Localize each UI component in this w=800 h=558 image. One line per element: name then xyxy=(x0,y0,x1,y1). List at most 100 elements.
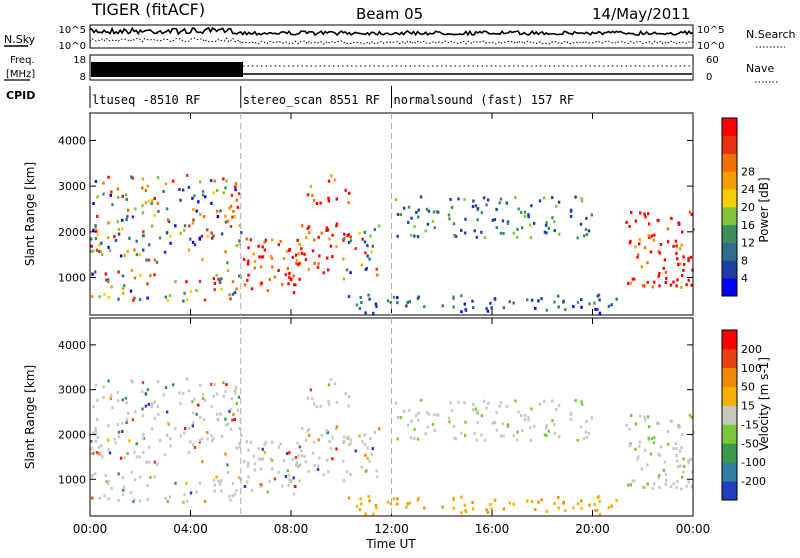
power-cell xyxy=(153,258,156,262)
velocity-cell xyxy=(463,401,466,405)
colorbar-swatch xyxy=(722,278,737,297)
x-tick-label: 04:00 xyxy=(173,522,208,536)
power-cell xyxy=(294,253,298,257)
velocity-cell xyxy=(191,424,194,428)
velocity-cell xyxy=(675,454,678,458)
power-cell xyxy=(246,278,249,282)
power-cell xyxy=(375,267,378,271)
velocity-cell xyxy=(168,495,172,499)
power-cell xyxy=(491,218,494,222)
velocity-cell xyxy=(179,402,182,405)
velocity-cell xyxy=(347,443,351,447)
velocity-cell xyxy=(364,512,367,516)
power-cell xyxy=(306,193,310,197)
power-cell xyxy=(216,189,219,192)
velocity-cell xyxy=(347,435,350,439)
power-colorbar-tick: 4 xyxy=(741,272,748,285)
power-cell xyxy=(587,229,591,233)
power-cell xyxy=(151,199,154,203)
velocity-cell xyxy=(182,500,185,504)
velocity-cell xyxy=(296,465,300,469)
velocity-cell xyxy=(514,399,517,403)
power-cell xyxy=(540,297,543,301)
power-cell xyxy=(672,244,675,248)
power-cell xyxy=(186,173,189,177)
velocity-cell xyxy=(480,414,483,418)
power-cell xyxy=(648,235,651,239)
power-cell xyxy=(129,289,133,293)
power-cell xyxy=(113,235,116,239)
power-cell xyxy=(647,222,651,226)
power-cell xyxy=(212,234,215,238)
power-cell xyxy=(166,298,169,302)
velocity-cell xyxy=(253,468,257,472)
power-cell xyxy=(342,277,346,281)
power-cell xyxy=(505,201,508,205)
power-cell xyxy=(117,232,121,236)
power-cell xyxy=(211,236,214,240)
colorbar-swatch xyxy=(722,224,737,243)
power-cell xyxy=(92,228,95,232)
power-cell xyxy=(213,179,216,183)
velocity-cell xyxy=(210,434,213,438)
velocity-cell xyxy=(407,423,410,427)
velocity-cell xyxy=(172,383,175,387)
velocity-cell xyxy=(681,475,684,479)
power-cell xyxy=(342,257,345,261)
power-cell xyxy=(396,212,400,216)
power-cell xyxy=(204,195,207,199)
velocity-cell xyxy=(96,417,99,421)
velocity-cell xyxy=(344,392,347,396)
power-cell xyxy=(153,213,156,217)
colorbar-swatch xyxy=(722,405,737,425)
velocity-cell xyxy=(322,473,325,477)
power-cell xyxy=(94,237,98,241)
velocity-cell xyxy=(523,413,527,417)
power-cell xyxy=(516,235,519,239)
power-cell xyxy=(188,224,191,228)
power-cell xyxy=(182,188,185,192)
velocity-cell xyxy=(125,401,128,405)
velocity-cell xyxy=(649,452,653,456)
power-cell xyxy=(195,289,198,292)
power-cell xyxy=(374,302,378,306)
power-cell xyxy=(172,179,175,183)
power-cell xyxy=(664,271,668,274)
velocity-cell xyxy=(124,396,128,400)
velocity-cell xyxy=(119,456,123,460)
velocity-cell xyxy=(135,455,139,459)
power-cell xyxy=(675,284,678,288)
power-cell xyxy=(486,309,490,313)
power-cell xyxy=(270,256,274,260)
power-cell xyxy=(564,308,567,312)
power-colorbar-tick: 16 xyxy=(741,219,755,232)
power-cell xyxy=(212,277,216,281)
power-cell xyxy=(298,262,301,266)
power-cell xyxy=(162,189,165,193)
velocity-cell xyxy=(678,449,682,453)
velocity-cell xyxy=(396,502,399,506)
power-cell xyxy=(110,285,113,289)
velocity-cell xyxy=(233,492,237,496)
power-cell xyxy=(138,298,142,302)
velocity-cell xyxy=(333,382,337,386)
power-cell xyxy=(121,291,125,295)
power-cell xyxy=(247,273,250,277)
velocity-cell xyxy=(450,409,454,413)
velocity-cell xyxy=(234,391,237,395)
power-cell xyxy=(246,262,250,266)
velocity-cell xyxy=(580,400,583,404)
power-cell xyxy=(370,250,373,254)
velocity-cell xyxy=(183,493,186,497)
velocity-cell xyxy=(121,421,124,425)
power-cell xyxy=(447,213,451,217)
velocity-cell xyxy=(335,447,338,451)
cpid-label: CPID xyxy=(6,89,35,102)
power-cell xyxy=(551,196,554,200)
velocity-cell xyxy=(574,399,577,402)
power-cell xyxy=(117,270,120,274)
velocity-cell xyxy=(349,441,353,445)
velocity-cell xyxy=(415,414,418,418)
power-cell xyxy=(325,229,328,232)
velocity-colorbar-tick: -15 xyxy=(741,418,759,431)
